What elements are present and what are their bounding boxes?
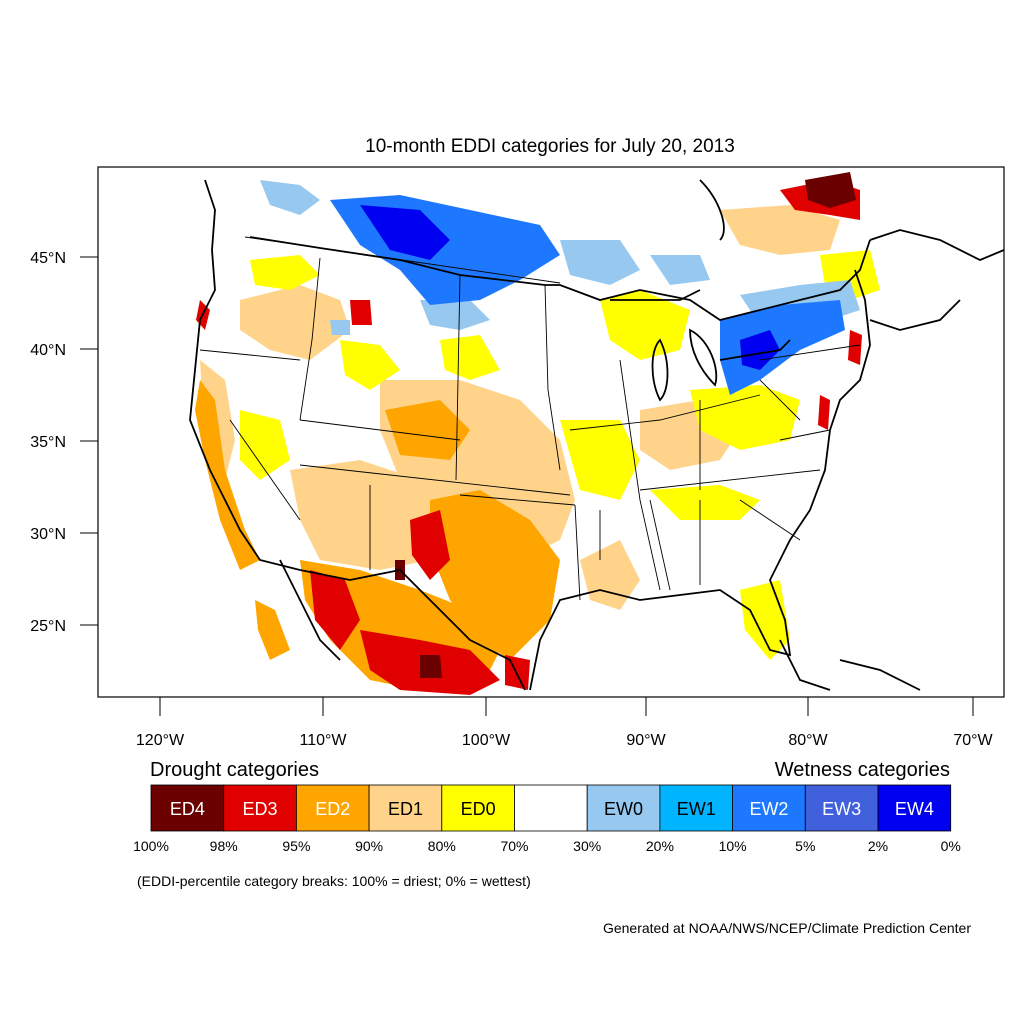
lon-tick: 120°W — [136, 697, 185, 749]
legend-category-label: EW0 — [604, 799, 643, 819]
lon-tick: 100°W — [462, 697, 511, 749]
lon-tick: 110°W — [299, 697, 347, 749]
legend-swatch — [295, 784, 370, 832]
lat-tick: 45°N — [30, 250, 98, 267]
legend-percentile-label: 0% — [941, 838, 961, 854]
legend-percentile-label: 2% — [868, 838, 888, 854]
legend-category — [514, 784, 588, 832]
legend-swatch — [441, 784, 515, 832]
legend-percentile-labels: 100% 98% 95% 90% 80% 70% 30% 20% 10% 5% 2% 0% — [133, 838, 961, 854]
legend-swatch — [514, 784, 588, 832]
wetness-categories-title: Wetness categories — [775, 759, 950, 781]
legend-category-label: EW2 — [749, 799, 788, 819]
legend-category-label: EW3 — [822, 799, 861, 819]
lat-axis: 45°N 40°N 35°N 30°N 25°N — [30, 250, 98, 635]
category-break-note: (EDDI-percentile category breaks: 100% =… — [137, 873, 531, 889]
legend-percentile-label: 10% — [719, 838, 747, 854]
legend-category-label: ED2 — [315, 799, 350, 819]
legend-category-label: EW4 — [895, 799, 934, 819]
legend-swatch — [732, 784, 806, 832]
lon-tick-label: 120°W — [136, 732, 185, 749]
legend-percentile-label: 100% — [133, 838, 169, 854]
legend-percentile-label: 70% — [500, 838, 528, 854]
ed0-regions — [240, 250, 880, 660]
legend-category-label: ED0 — [461, 799, 496, 819]
legend-percentile-label: 30% — [573, 838, 601, 854]
lon-tick-label: 80°W — [788, 732, 828, 749]
ew4-regions — [360, 205, 780, 370]
map-frame — [97, 166, 1005, 698]
legend-swatch — [150, 784, 225, 832]
legend-swatch — [223, 784, 297, 832]
lon-tick-label: 90°W — [626, 732, 666, 749]
legend-category-label: ED3 — [243, 799, 278, 819]
legend-category-label: EW1 — [677, 799, 716, 819]
legend-percentile-label: 98% — [210, 838, 238, 854]
lat-tick: 40°N — [30, 342, 98, 359]
legend-swatch — [877, 784, 952, 832]
legend-category: ED4 — [150, 784, 225, 832]
legend-category: ED2 — [295, 784, 370, 832]
legend-category: EW0 — [586, 784, 661, 832]
credit-line: Generated at NOAA/NWS/NCEP/Climate Predi… — [603, 920, 971, 936]
legend-category: EW1 — [659, 784, 734, 832]
legend-category: ED1 — [368, 784, 443, 832]
coastlines — [189, 179, 1004, 691]
lat-tick-label: 25°N — [30, 618, 66, 635]
legend-category: EW2 — [732, 784, 806, 832]
lat-tick: 30°N — [30, 526, 98, 543]
lon-axis: 120°W 110°W 100°W 90°W 80°W 70°W — [136, 697, 994, 749]
legend-color-bar: ED4 ED3 ED2 ED1 ED0 EW0 EW1 EW2 EW3 EW4 — [150, 784, 952, 832]
lat-tick-label: 35°N — [30, 434, 66, 451]
legend-category-label: ED4 — [170, 799, 205, 819]
map-title: 10-month EDDI categories for July 20, 20… — [365, 136, 735, 157]
legend-percentile-label: 95% — [282, 838, 310, 854]
ed4-regions — [395, 172, 856, 678]
legend-category: ED0 — [441, 784, 515, 832]
legend-category: EW3 — [804, 784, 879, 832]
legend-percentile-label: 90% — [355, 838, 383, 854]
legend-category: EW4 — [877, 784, 952, 832]
drought-categories-title: Drought categories — [150, 759, 319, 781]
lat-tick: 25°N — [30, 618, 98, 635]
lat-tick: 35°N — [30, 434, 98, 451]
lat-tick-label: 40°N — [30, 342, 66, 359]
legend-category-label: ED1 — [388, 799, 423, 819]
lon-tick: 70°W — [953, 697, 994, 749]
lon-tick: 80°W — [788, 697, 829, 749]
lat-tick-label: 30°N — [30, 526, 66, 543]
legend-percentile-label: 5% — [795, 838, 815, 854]
lon-tick: 90°W — [626, 697, 667, 749]
map-area — [189, 170, 1004, 695]
legend-category: ED3 — [223, 784, 297, 832]
legend-percentile-label: 80% — [428, 838, 456, 854]
lon-tick-label: 70°W — [953, 732, 993, 749]
legend-swatch — [368, 784, 443, 832]
lon-tick-label: 110°W — [299, 732, 347, 749]
legend-percentile-label: 20% — [646, 838, 674, 854]
lat-tick-label: 45°N — [30, 250, 66, 267]
lon-tick-label: 100°W — [462, 732, 511, 749]
